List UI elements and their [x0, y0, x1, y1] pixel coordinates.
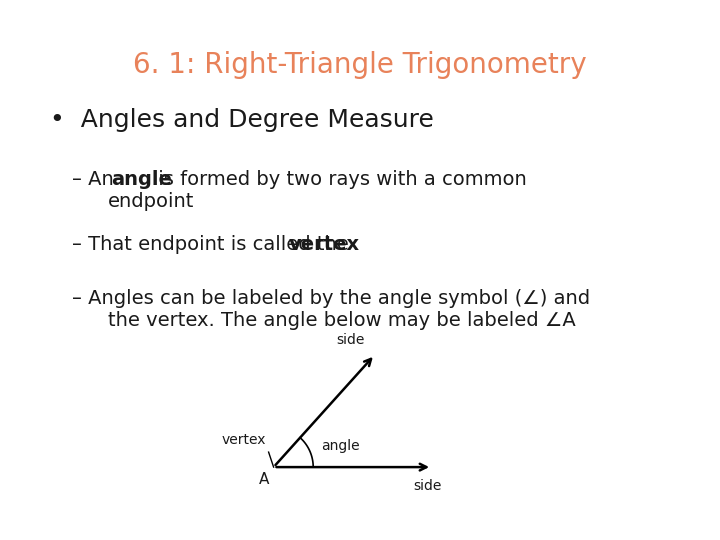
Text: – An: – An [72, 170, 120, 189]
Text: vertex: vertex [289, 235, 359, 254]
Text: – Angles can be labeled by the angle symbol (∠) and: – Angles can be labeled by the angle sym… [72, 289, 590, 308]
Text: the vertex. The angle below may be labeled ∠A: the vertex. The angle below may be label… [108, 311, 576, 330]
Text: vertex: vertex [221, 433, 266, 447]
Text: side: side [336, 333, 365, 347]
Text: angle: angle [111, 170, 172, 189]
Text: A: A [258, 472, 269, 487]
Text: 6. 1: Right-Triangle Trigonometry: 6. 1: Right-Triangle Trigonometry [133, 51, 587, 79]
Text: •  Angles and Degree Measure: • Angles and Degree Measure [50, 108, 434, 132]
Text: angle: angle [321, 439, 360, 453]
Text: is formed by two rays with a common: is formed by two rays with a common [152, 170, 527, 189]
Text: side: side [413, 479, 441, 493]
Text: endpoint: endpoint [108, 192, 194, 211]
Text: – That endpoint is called the: – That endpoint is called the [72, 235, 355, 254]
